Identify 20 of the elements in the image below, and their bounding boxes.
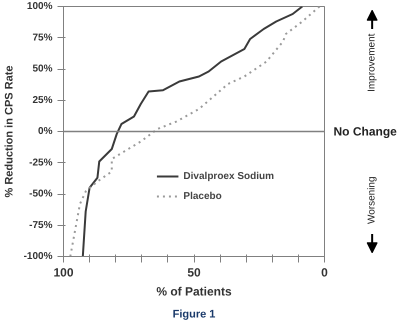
- y-tick-label: 25%: [32, 94, 53, 106]
- y-axis-title: % Reduction in CPS Rate: [4, 65, 16, 198]
- y-tick-label: -50%: [29, 188, 53, 200]
- y-tick-label: 100%: [26, 1, 53, 12]
- x-tick-label: 50: [187, 266, 201, 280]
- caption: Figure 1: [172, 308, 216, 320]
- legend-label: Divalproex Sodium: [183, 170, 274, 182]
- text: Improvement: [366, 33, 378, 92]
- y-tick-label: 0%: [38, 126, 53, 137]
- legend-label: Placebo: [183, 190, 222, 202]
- x-tick-label: 100: [53, 266, 74, 280]
- y-tick-label: -75%: [29, 220, 53, 231]
- y-tick-label: -25%: [29, 157, 53, 168]
- x-axis-title: % of Patients: [156, 284, 232, 298]
- ref-line-label: No Change: [334, 124, 398, 138]
- y-tick-label: -100%: [24, 251, 53, 262]
- x-tick-label: 0: [321, 266, 328, 280]
- y-tick-label: 50%: [32, 64, 53, 74]
- text: Worsening: [366, 176, 378, 224]
- y-tick-label: 75%: [32, 32, 53, 44]
